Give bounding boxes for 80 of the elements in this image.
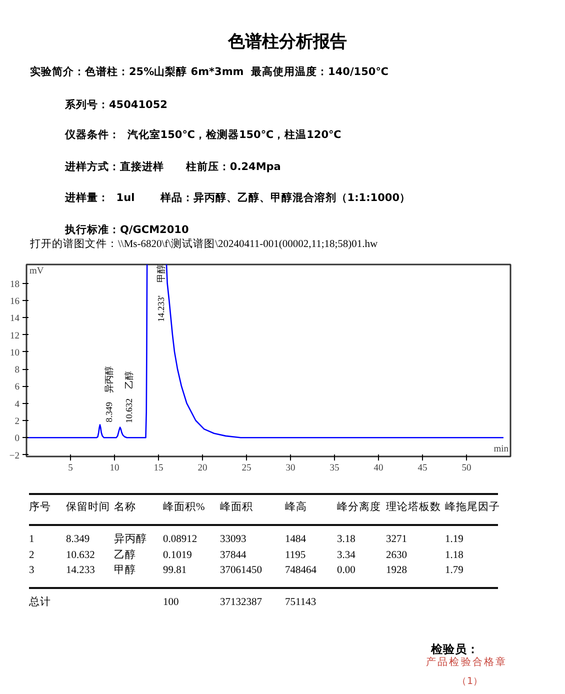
y-tick-label: 6 (14, 382, 20, 393)
text: 2630 (386, 550, 407, 563)
text: 14.233 (66, 565, 95, 578)
text: 751143 (285, 597, 316, 610)
x-tick-label: 10 (110, 464, 120, 474)
text: 峰面积 (220, 502, 253, 515)
text: 峰面积% (163, 502, 205, 515)
x-tick-label: 5 (68, 464, 74, 474)
annotation: 8.349 (104, 401, 114, 422)
annotation: 乙醇 (124, 370, 134, 389)
x-tick-label: 45 (418, 464, 428, 474)
text: 异丙醇 (114, 534, 147, 547)
y-tick-label: 2 (14, 417, 20, 427)
text: 3.34 (337, 550, 356, 563)
annotation: 甲醇 (156, 264, 166, 283)
text: 1.18 (445, 550, 464, 563)
text: 进样方式：直接进样 柱前压：0.24Mpa (65, 161, 281, 174)
chart-title: 色谱柱分析报告 (226, 31, 348, 54)
annotation: 异丙醇 (104, 366, 114, 394)
x-tick-label: 40 (374, 464, 384, 474)
text: 执行标准：Q/GCM2010 (65, 224, 189, 237)
text: （1） (457, 676, 484, 688)
text: 0.1019 (163, 550, 192, 563)
text: 产品检验合格章 (426, 657, 508, 669)
text: 峰拖尾因子 (445, 502, 500, 515)
annotation: 10.632 (124, 398, 134, 424)
x-tick-label: 20 (198, 464, 208, 474)
y-tick-label: 16 (10, 297, 20, 307)
text: 100 (163, 597, 179, 610)
text: 检验员： (431, 642, 479, 656)
x-axis-title: min (494, 444, 509, 454)
text: 乙醇 (114, 550, 136, 563)
y-tick-label: 18 (10, 280, 20, 290)
y-tick-label: 8 (14, 366, 20, 376)
x-tick-label: 35 (330, 464, 340, 474)
y-tick-label: −2 (9, 451, 20, 462)
text: 1928 (386, 565, 407, 578)
text: 33093 (220, 534, 246, 547)
text: 748464 (285, 565, 316, 578)
text: 总计 (29, 597, 51, 610)
x-tick-label: 30 (286, 464, 296, 474)
y-tick-label: 10 (10, 348, 20, 358)
text: 仪器条件： 汽化室150℃，检测器150℃，柱温120℃ (65, 129, 342, 142)
text: 打开的谱图文件：\\Ms-6820\f\测试谱图\20240411-001(00002,11;18;58)01.hw (30, 239, 378, 252)
y-tick-label: 12 (10, 331, 20, 342)
text: 1.79 (445, 565, 464, 578)
text: 1484 (285, 534, 306, 547)
y-tick-label: 0 (14, 434, 20, 444)
text: 3.18 (337, 534, 356, 547)
text: 3 (29, 565, 34, 578)
text: 实验简介：色谱柱：25%山梨醇 6m*3mm 最高使用温度：140/150℃ (30, 66, 388, 79)
text: 名称 (114, 502, 136, 515)
text: 1195 (285, 550, 306, 563)
text: 系列号：45041052 (65, 99, 168, 112)
text: 峰高 (285, 502, 307, 515)
text: 3271 (386, 534, 407, 547)
text: 2 (29, 550, 34, 563)
text: 37061450 (220, 565, 262, 578)
text: 99.81 (163, 565, 187, 578)
text: 序号 (29, 502, 51, 515)
y-axis-title: mV (30, 266, 44, 276)
text: 理论塔板数 (386, 502, 441, 515)
x-tick-label: 50 (462, 464, 472, 474)
text: 0.00 (337, 565, 356, 578)
text: 1.19 (445, 534, 464, 547)
text: 37132387 (220, 597, 262, 610)
y-tick-label: 14 (10, 314, 20, 324)
x-tick-label: 15 (154, 464, 164, 474)
text: 峰分离度 (337, 502, 381, 515)
x-tick-label: 25 (242, 464, 252, 474)
text: 进样量： 1ul 样品：异丙醇、乙醇、甲醇混合溶剂（1:1:1000） (65, 192, 411, 205)
annotation: 14.233' (156, 295, 166, 322)
text: 保留时间 (66, 502, 110, 515)
text: 甲醇 (114, 565, 136, 578)
y-tick-label: 4 (14, 400, 20, 410)
text: 8.349 (66, 534, 90, 547)
text: 1 (29, 534, 34, 547)
text: 10.632 (66, 550, 95, 563)
text: 37844 (220, 550, 246, 563)
text: 0.08912 (163, 534, 198, 547)
